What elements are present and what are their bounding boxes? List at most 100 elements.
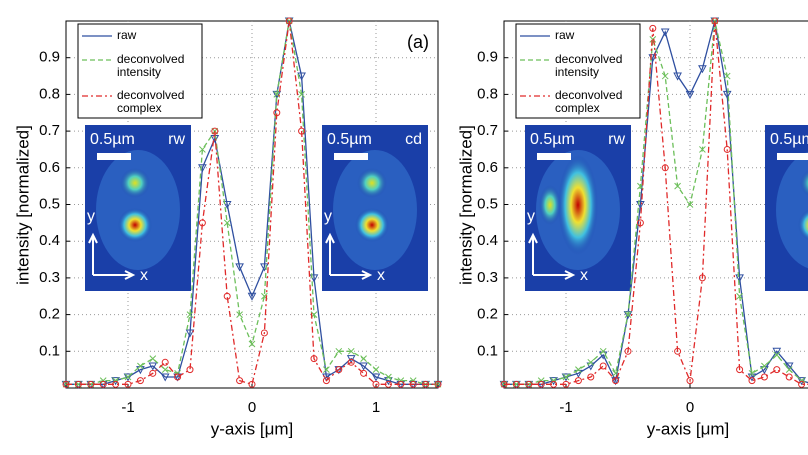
marker: [761, 362, 768, 370]
marker: [360, 355, 367, 362]
y-axis-label: intensity [normalized]: [456, 125, 475, 285]
marker: [723, 145, 731, 153]
marker: [500, 380, 508, 388]
marker: [273, 109, 281, 117]
marker: [525, 380, 533, 388]
marker: [149, 369, 157, 377]
series-line: [66, 20, 438, 386]
marker: [674, 182, 681, 190]
marker: [773, 366, 781, 374]
marker: [223, 219, 231, 227]
inset-spot: [798, 209, 808, 241]
marker: [222, 201, 232, 210]
y-tick-label: 0.6: [39, 159, 60, 176]
marker: [587, 358, 595, 366]
marker: [397, 377, 405, 385]
axis-y: y: [87, 208, 95, 225]
marker: [735, 274, 744, 283]
y-tick-label: 0.6: [477, 159, 498, 176]
marker: [149, 355, 157, 362]
marker: [384, 380, 392, 388]
legend-label: deconvolved complex: [117, 88, 185, 115]
axis-x: x: [377, 267, 385, 284]
marker: [335, 347, 343, 355]
y-tick-label: 0.2: [39, 306, 60, 323]
inset: 0.5µm rw x y: [525, 125, 631, 291]
marker: [562, 380, 570, 388]
marker: [347, 358, 355, 366]
legend-label: deconvolved complex: [555, 88, 623, 115]
marker: [185, 329, 195, 338]
marker: [323, 366, 330, 374]
marker: [285, 17, 293, 25]
axis-arrows: [88, 232, 136, 280]
marker: [624, 347, 632, 355]
marker: [211, 127, 219, 135]
axis-x: x: [580, 267, 588, 284]
y-axis-label: intensity [normalized]: [13, 125, 32, 285]
marker: [661, 164, 669, 172]
marker: [297, 72, 306, 81]
axis-arrows: [325, 232, 373, 280]
legend-label: deconvolved intensity: [117, 52, 185, 79]
marker: [236, 377, 244, 385]
marker: [409, 380, 417, 388]
x-tick-label: 1: [372, 399, 380, 416]
marker: [198, 219, 206, 227]
marker: [123, 373, 133, 382]
scale-bar: [97, 153, 131, 160]
y-tick-label: 0.2: [477, 306, 498, 323]
marker: [785, 373, 793, 381]
marker: [322, 373, 331, 382]
marker: [562, 373, 570, 381]
marker: [599, 362, 607, 370]
marker: [99, 380, 107, 388]
marker: [260, 329, 268, 337]
legend-label: raw: [555, 28, 575, 42]
marker: [137, 362, 144, 370]
marker: [772, 347, 782, 356]
marker: [575, 366, 582, 374]
marker: [599, 347, 607, 355]
marker: [673, 72, 682, 81]
marker: [649, 24, 657, 32]
y-tick-label: 0.5: [39, 195, 60, 212]
scale-label: 0.5µm: [90, 131, 135, 148]
inset-spot: [118, 208, 152, 242]
scale-bar: [334, 153, 368, 160]
marker: [148, 362, 158, 371]
marker: [136, 377, 144, 385]
x-tick-label: -1: [121, 399, 134, 416]
axis-y: y: [324, 208, 332, 225]
marker: [748, 369, 756, 377]
marker: [574, 377, 582, 385]
marker: [537, 380, 545, 388]
marker: [686, 377, 694, 385]
axis-y: y: [527, 208, 535, 225]
marker: [371, 373, 381, 382]
scale-label: 0.5µm: [530, 131, 575, 148]
y-tick-label: 0.9: [39, 49, 60, 66]
marker: [247, 292, 257, 301]
legend-box: [77, 23, 203, 119]
marker: [722, 90, 732, 99]
marker: [512, 380, 520, 388]
marker: [372, 380, 380, 388]
y-tick-label: 0.1: [477, 342, 498, 359]
marker: [686, 201, 694, 208]
marker: [698, 65, 707, 74]
inset-spot: [800, 169, 808, 197]
inset-spot: [357, 168, 387, 198]
inset: 0.5µm: [765, 125, 808, 291]
series-line: [504, 20, 808, 385]
marker: [99, 377, 107, 385]
y-tick-label: 0.3: [39, 269, 60, 286]
marker: [124, 373, 132, 381]
axis-x: x: [140, 267, 148, 284]
annotation: (a): [407, 32, 429, 52]
marker: [160, 373, 170, 382]
marker: [612, 377, 620, 385]
